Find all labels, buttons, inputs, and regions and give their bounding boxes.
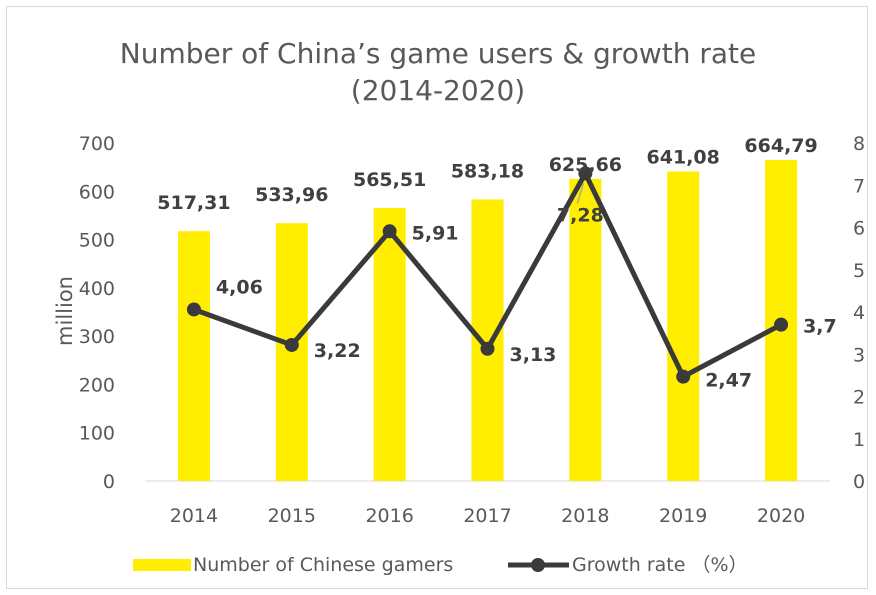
y-right-tick-label: 6: [853, 218, 865, 240]
growth-value-label: 7,28: [557, 204, 604, 226]
x-axis: 2014 2015 2016 2017 2018 2019 2020: [145, 480, 830, 527]
chart-title-line1: Number of China’s game users & growth ra…: [120, 37, 756, 70]
bar-2017: [471, 199, 504, 482]
growth-rate-point-2015: [284, 337, 299, 352]
y-right-tick-label: 8: [853, 133, 865, 155]
y-left-tick-label: 100: [79, 423, 115, 445]
growth-value-label: 3,22: [314, 340, 361, 362]
bar-value-label: 583,18: [451, 160, 524, 182]
y-right-tick-label: 2: [853, 387, 865, 409]
growth-value-label: 3,7: [803, 316, 837, 338]
y-right-tick-label: 5: [853, 260, 865, 282]
bar-value-label: 533,96: [255, 184, 328, 206]
y-left-tick-label: 400: [79, 278, 115, 300]
x-tick-label: 2020: [757, 505, 805, 527]
y-right-tick-label: 0: [853, 471, 865, 493]
y-left-tick-label: 300: [79, 326, 115, 348]
line-series: [186, 166, 789, 384]
y-right-tick-label: 4: [853, 302, 865, 324]
growth-rate-point-2018: [578, 166, 593, 181]
bar-series: [177, 160, 798, 482]
chart-title-line2: (2014-2020): [351, 74, 525, 107]
y-left-tick-label: 600: [79, 181, 115, 203]
bar-value-label: 625,66: [549, 154, 622, 176]
legend-label-growth: Growth rate （%）: [572, 554, 748, 576]
bar-value-label: 664,79: [744, 135, 817, 157]
bar-2015: [275, 223, 308, 482]
x-tick-label: 2017: [463, 505, 511, 527]
y-right-tick-label: 1: [853, 429, 865, 451]
y-axis-left-title: million: [53, 276, 77, 346]
growth-value-label: 3,13: [510, 344, 557, 366]
growth-rate-point-2019: [676, 369, 691, 384]
y-right-tick-label: 3: [853, 344, 865, 366]
y-left-tick-label: 0: [103, 471, 115, 493]
legend-marker-growth: [531, 558, 545, 572]
y-left-tick-label: 700: [79, 133, 115, 155]
x-tick-label: 2014: [170, 505, 218, 527]
y-right-tick-label: 7: [853, 175, 865, 197]
growth-value-label: 2,47: [705, 370, 752, 392]
y-left-tick-label: 500: [79, 230, 115, 252]
bar-2014: [177, 231, 210, 481]
x-tick-label: 2018: [561, 505, 609, 527]
bar-value-label: 641,08: [647, 146, 720, 168]
x-tick-label: 2019: [659, 505, 707, 527]
legend-label-gamers: Number of Chinese gamers: [193, 554, 453, 576]
growth-rate-point-2017: [480, 341, 495, 356]
x-tick-label: 2015: [268, 505, 316, 527]
legend: Number of Chinese gamers Growth rate （%）: [133, 554, 748, 576]
y-axis-right: 0 1 2 3 4 5 6 7 8: [853, 133, 865, 493]
bar-2019: [667, 171, 700, 481]
growth-value-label: 5,91: [412, 222, 459, 244]
x-tick-label: 2016: [365, 505, 413, 527]
y-left-tick-label: 200: [79, 374, 115, 396]
y-axis-left: 0 100 200 300 400 500 600 700: [79, 133, 115, 493]
bar-value-label: 565,51: [353, 169, 426, 191]
growth-value-label: 4,06: [216, 276, 263, 298]
bar-2018: [569, 178, 602, 481]
bar-value-label: 517,31: [157, 192, 230, 214]
legend-swatch-gamers: [133, 559, 191, 571]
chart-frame: [6, 6, 868, 589]
growth-rate-point-2020: [774, 317, 789, 332]
bar-2016: [373, 207, 406, 481]
data-labels: 517,31 533,96 565,51 583,18 625,66 641,08 664,…: [157, 135, 836, 392]
growth-label-leader-line: [576, 183, 585, 204]
growth-rate-point-2016: [382, 224, 397, 239]
growth-rate-point-2014: [186, 302, 201, 317]
